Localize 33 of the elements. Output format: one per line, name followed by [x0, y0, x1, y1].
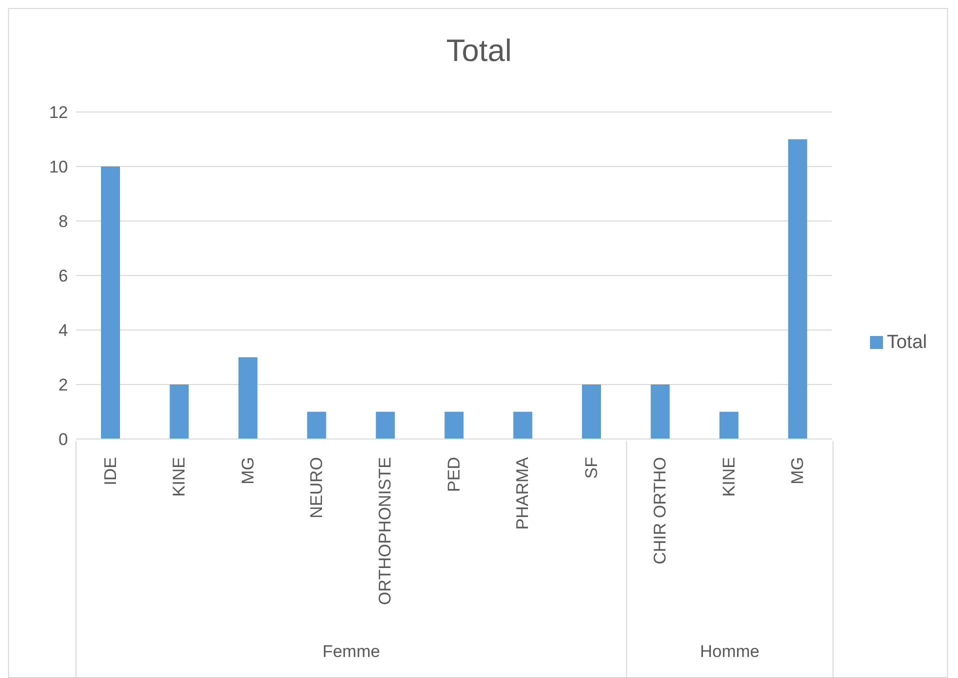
x-tick-label: ORTHOPHONISTE [376, 457, 395, 605]
text: Homme [700, 642, 760, 661]
y-tick-label: 10 [49, 158, 68, 177]
x-tick-label: PED [444, 457, 464, 492]
x-tick-label: CHIR ORTHO [650, 457, 670, 564]
y-tick-label: 6 [58, 266, 68, 286]
x-tick-label: SF [582, 457, 601, 479]
bar [650, 384, 670, 439]
legend-label: Total [886, 332, 927, 353]
y-tick-label: 4 [58, 321, 68, 340]
bar [788, 139, 808, 439]
y-tick-label: 2 [58, 376, 68, 395]
bar [376, 412, 395, 439]
x-tick-label: KINE [719, 457, 738, 497]
x-tick-label: NEURO [307, 457, 326, 518]
y-tick-label: 0 [58, 430, 68, 450]
bar [170, 384, 189, 439]
bar [719, 412, 738, 439]
text: Femme [322, 642, 380, 661]
x-tick-label: MG [788, 457, 807, 484]
y-tick-label: 8 [58, 212, 68, 232]
x-tick-label: MG [238, 457, 258, 484]
x-tick-label: PHARMA [513, 456, 532, 530]
bar [513, 412, 532, 439]
x-tick-label: IDE [100, 457, 120, 486]
bar [101, 166, 120, 439]
bar [307, 412, 326, 439]
x-tick-label: KINE [170, 457, 189, 497]
bar [582, 384, 601, 439]
bar [238, 357, 258, 439]
bar [444, 412, 464, 439]
y-tick-label: 12 [49, 103, 68, 122]
chart-title: Total [445, 33, 513, 69]
